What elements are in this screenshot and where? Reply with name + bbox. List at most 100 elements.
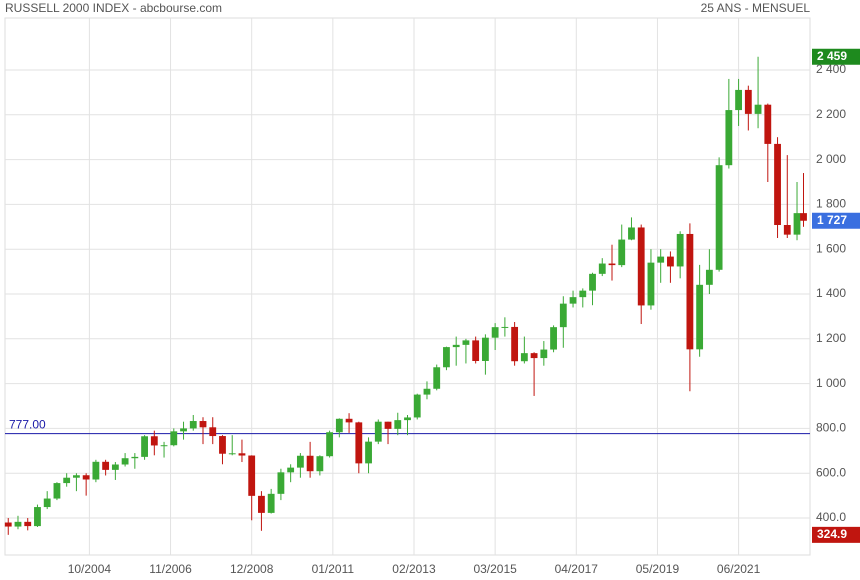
candle-body	[287, 467, 295, 473]
candle-body	[53, 483, 61, 499]
candle-body	[384, 421, 392, 429]
candle-body	[121, 458, 129, 465]
x-tick-label: 10/2004	[68, 562, 112, 576]
candle-body	[783, 225, 791, 235]
y-tick-label: 1 000	[816, 376, 846, 390]
candle-body	[637, 227, 645, 306]
candle-body	[150, 436, 158, 446]
candle-body	[686, 233, 694, 350]
candle-body	[111, 464, 119, 470]
candle-body	[335, 418, 343, 433]
candle-body	[550, 327, 557, 350]
candle-body	[705, 269, 713, 285]
candle-body	[170, 431, 178, 446]
y-tick-label: 600.0	[816, 465, 846, 479]
candle-body	[277, 472, 285, 494]
candle-body	[306, 455, 314, 472]
candle-body	[199, 421, 207, 428]
candle-body	[267, 493, 275, 513]
candle-body	[754, 104, 762, 114]
candle-body	[725, 110, 733, 166]
candle-body	[423, 388, 431, 395]
candle-body	[715, 165, 723, 270]
candle-body	[452, 344, 460, 348]
candle-body	[238, 453, 246, 456]
candle-body	[511, 326, 519, 362]
x-tick-label: 01/2011	[312, 562, 355, 576]
candle-body	[4, 522, 12, 527]
candle-body	[618, 239, 626, 266]
candle-body	[14, 521, 22, 527]
candle-body	[676, 233, 684, 267]
candle-body	[569, 297, 577, 304]
candle-body	[131, 456, 139, 459]
candle-body	[63, 477, 71, 484]
candle-body	[667, 256, 674, 267]
candle-body	[657, 256, 665, 263]
price-badge-label: 324.9	[817, 527, 847, 541]
candle-body	[209, 427, 217, 437]
price-badge-label: 2 459	[817, 49, 847, 63]
price-badge-label: 1 727	[817, 213, 847, 227]
candle-body	[316, 456, 324, 472]
y-tick-label: 2 400	[816, 62, 846, 76]
candle-body	[647, 262, 655, 306]
candle-body	[160, 445, 168, 447]
candle-body	[472, 340, 480, 361]
candle-body	[258, 495, 265, 513]
candle-body	[540, 349, 548, 359]
x-tick-label: 03/2015	[473, 562, 517, 576]
candle-body	[793, 213, 801, 235]
candle-body	[228, 453, 236, 455]
candle-body	[764, 104, 772, 144]
candle-body	[608, 263, 616, 266]
y-tick-label: 2 000	[816, 152, 846, 166]
y-tick-label: 400.0	[816, 510, 846, 524]
candle-body	[559, 303, 567, 328]
x-tick-label: 04/2017	[555, 562, 599, 576]
y-tick-label: 1 800	[816, 197, 846, 211]
candle-body	[744, 89, 752, 114]
y-tick-label: 1 600	[816, 241, 846, 255]
y-tick-label: 2 200	[816, 107, 846, 121]
price-badge	[812, 48, 860, 65]
y-tick-label: 800.0	[816, 421, 846, 435]
candle-body	[82, 475, 90, 480]
reference-label: 777.00	[9, 418, 46, 432]
candle-body	[73, 475, 80, 478]
candle-body	[355, 422, 363, 464]
y-tick-label: 1 200	[816, 331, 846, 345]
candle-body	[34, 507, 41, 527]
candle-body	[579, 290, 587, 298]
price-badge	[812, 212, 860, 229]
candle-body	[433, 367, 441, 389]
y-tick-label: 1 400	[816, 286, 846, 300]
candle-body	[598, 263, 606, 274]
plot-area	[4, 17, 811, 556]
candle-body	[43, 498, 51, 508]
candle-body	[394, 420, 402, 429]
candle-body	[696, 284, 704, 350]
candle-body	[296, 455, 304, 468]
candle-body	[735, 89, 742, 111]
candle-body	[189, 421, 197, 429]
candle-body	[589, 273, 596, 291]
candle-body	[443, 347, 450, 368]
candle-body	[501, 326, 509, 328]
candle-body	[219, 436, 226, 454]
candle-body	[404, 417, 411, 421]
candle-body	[345, 418, 353, 423]
candle-body	[413, 394, 421, 418]
price-badge	[812, 526, 860, 543]
candle-body	[326, 432, 334, 457]
candle-body	[102, 461, 110, 470]
candle-body	[774, 143, 781, 226]
candle-body	[92, 461, 100, 480]
candle-body	[248, 455, 256, 496]
candle-body	[800, 213, 807, 221]
candle-body	[141, 436, 148, 457]
x-tick-label: 05/2019	[636, 562, 680, 576]
candle-body	[520, 353, 528, 362]
candle-body	[481, 337, 489, 361]
